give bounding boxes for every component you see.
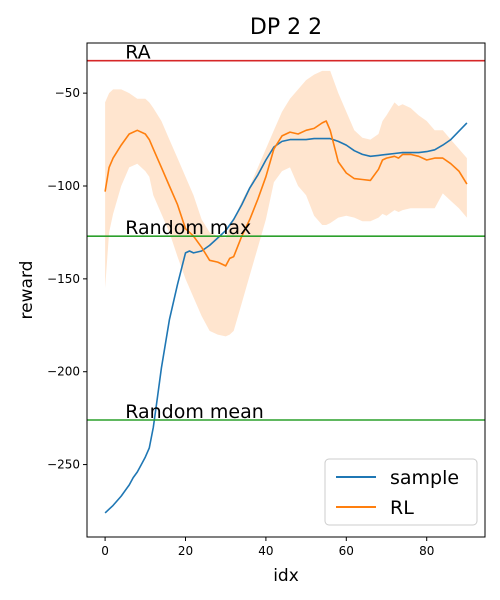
y-axis-ticks: −50 −100 −150 −200 −250 — [47, 86, 87, 472]
y-axis-label: reward — [17, 261, 37, 320]
x-tick-label: 20 — [178, 544, 193, 558]
reference-label-ra: RA — [125, 42, 150, 64]
legend: sample RL — [324, 458, 478, 526]
x-tick-label: 60 — [339, 544, 354, 558]
y-tick-label: −250 — [47, 458, 80, 472]
legend-box — [324, 458, 478, 526]
x-tick-label: 40 — [258, 544, 273, 558]
rl-confidence-band — [105, 70, 467, 337]
reference-label-random-mean: Random mean — [125, 401, 264, 423]
reference-label-random-max: Random max — [125, 217, 251, 239]
y-tick-label: −150 — [47, 272, 80, 286]
x-tick-label: 0 — [101, 544, 109, 558]
series-line-rl — [104, 120, 468, 267]
y-tick-label: −50 — [55, 86, 80, 100]
x-axis-ticks: 0 20 40 60 80 — [101, 537, 434, 558]
y-tick-label: −100 — [47, 179, 80, 193]
series-line-sample — [104, 122, 468, 514]
legend-label-sample: sample — [390, 467, 459, 489]
plot-area: RA Random max Random mean — [87, 42, 485, 514]
axes-frame — [86, 42, 486, 538]
chart-title: DP 2 2 — [250, 15, 322, 40]
x-axis-label: idx — [273, 566, 299, 586]
legend-label-rl: RL — [390, 497, 414, 519]
x-tick-label: 80 — [419, 544, 434, 558]
y-tick-label: −200 — [47, 365, 80, 379]
